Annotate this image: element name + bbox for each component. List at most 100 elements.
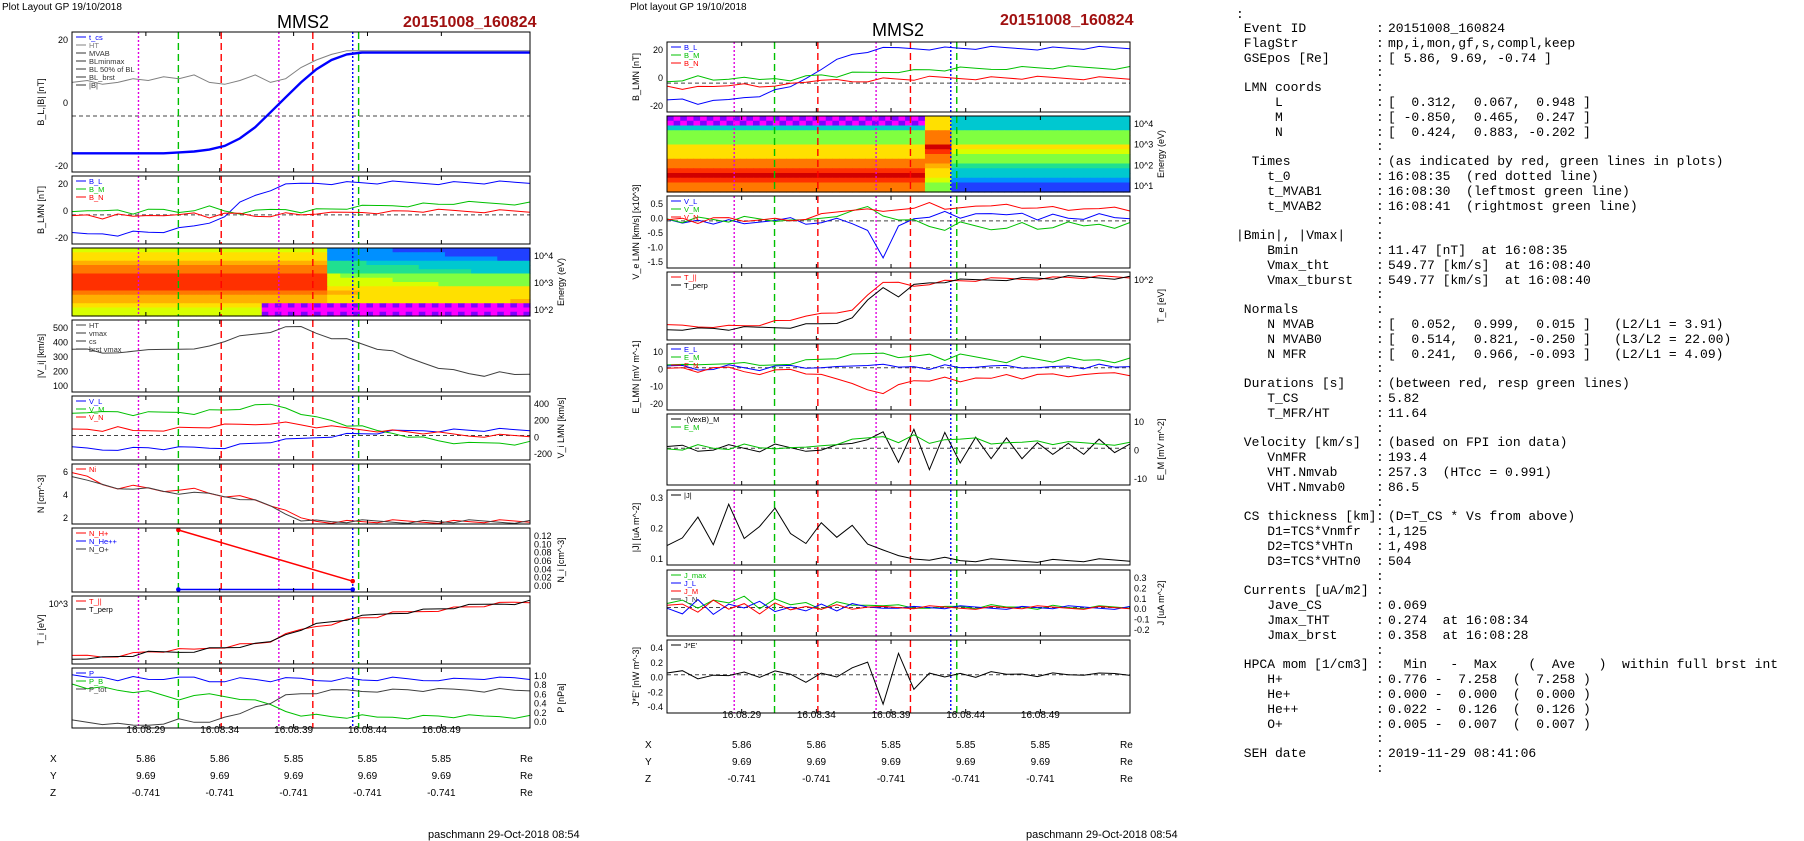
spectrogram-cell (931, 116, 939, 122)
spectrogram-cell (898, 130, 906, 136)
spectrogram-cell (405, 294, 413, 300)
spectrogram-cell (759, 116, 767, 122)
y-tick-label: 0 (1134, 446, 1139, 456)
spectrogram-cell (386, 307, 394, 313)
spectrogram-cell (944, 182, 953, 188)
spectrogram-cell (183, 260, 191, 266)
spectrogram-cell (752, 125, 761, 131)
ion-density-point (350, 578, 356, 584)
spectrogram-cell (852, 163, 860, 169)
spectrogram-cell (779, 154, 787, 160)
event-summary-panel: : Event ID:20151008_160824 FlagStr: mp,i,… (1236, 8, 1796, 788)
spectrogram-cell (183, 265, 191, 270)
spectrogram-cell (852, 135, 860, 141)
spectrogram-cell (359, 260, 368, 266)
spectrogram-cell (898, 135, 906, 141)
spectrogram-cell (189, 277, 197, 283)
spectrogram-cell (693, 139, 701, 146)
spectrogram-cell (516, 248, 525, 253)
series-line (666, 205, 1131, 231)
spectrogram-cell (1096, 182, 1105, 188)
summary-value: [ 0.241, 0.966, -0.093 ] (L2/L1 = 4.09) (1388, 346, 1724, 362)
spectrogram-cell (845, 149, 853, 155)
y-tick-label: 10^1 (1134, 181, 1153, 191)
spectrogram-cell (1070, 144, 1078, 150)
position-value: 5.85 (1031, 740, 1051, 751)
spectrogram-cell (431, 311, 439, 317)
spectrogram-cell (984, 120, 992, 127)
spectrogram-cell (1090, 177, 1098, 184)
spectrogram-cell (1037, 116, 1045, 122)
summary-value: (D=T_CS * Vs from above) (1388, 509, 1576, 525)
spectrogram-cell (523, 256, 531, 262)
spectrogram-cell (425, 260, 433, 266)
spectrogram-cell (451, 303, 459, 309)
spectrogram-cell (1004, 163, 1012, 169)
spectrogram-cell (255, 265, 263, 270)
spectrogram-cell (984, 177, 992, 184)
spectrogram-cell (918, 177, 926, 184)
series-line (666, 201, 1131, 225)
spectrogram-cell (706, 154, 714, 160)
spectrogram-cell (838, 139, 847, 146)
spectrogram-cell (157, 307, 165, 313)
left-spacecraft-title: MMS2 (277, 12, 329, 32)
y-tick-label: 0.1 (1134, 594, 1147, 604)
spectrogram-cell (85, 252, 93, 258)
spectrogram-cell (471, 290, 479, 296)
spectrogram-cell (248, 265, 256, 270)
spectrogram-cell (759, 187, 767, 193)
spectrogram-cell (918, 168, 926, 174)
spectrogram-cell (143, 269, 152, 275)
spectrogram-cell (209, 307, 217, 313)
spectrogram-cell (911, 177, 919, 184)
spectrogram-cell (222, 286, 230, 292)
spectrogram-cell (958, 116, 966, 122)
spectrogram-cell (235, 252, 243, 258)
spectrogram-cell (242, 256, 250, 262)
y-tick-label: 0.3 (1134, 573, 1147, 583)
spectrogram-cell (379, 265, 387, 270)
spectrogram-cell (997, 187, 1005, 193)
spectrogram-cell (977, 139, 986, 146)
spectrogram-cell (366, 282, 374, 287)
spectrogram-cell (1010, 158, 1019, 165)
spectrogram-cell (752, 163, 761, 169)
spectrogram-cell (405, 286, 413, 292)
spectrogram-cell (157, 248, 165, 253)
spectrogram-cell (477, 290, 485, 296)
summary-value: 11.64 (1388, 405, 1428, 421)
spectrogram-cell (346, 286, 354, 292)
spectrogram-cell (878, 120, 886, 127)
y-tick-label: 6 (63, 467, 68, 477)
spectrogram-cell (779, 116, 787, 122)
summary-colon: : (1376, 701, 1384, 717)
spectrogram-cell (891, 154, 900, 160)
spectrogram-cell (438, 311, 446, 317)
spectrogram-cell (1037, 144, 1045, 150)
y-axis-label: Energy (eV) (1156, 130, 1166, 178)
spectrogram-cell (98, 299, 106, 304)
spectrogram-cell (918, 125, 926, 131)
spectrogram-cell (320, 307, 328, 313)
spectrogram-cell (1096, 163, 1105, 169)
spectrogram-cell (242, 248, 250, 253)
spectrogram-cell (885, 149, 893, 155)
spectrogram-cell (176, 260, 184, 266)
spectrogram-cell (1123, 149, 1131, 155)
summary-colon: : (1376, 80, 1384, 96)
spectrogram-cell (693, 163, 701, 169)
spectrogram-cell (878, 139, 886, 146)
spectrogram-cell (451, 265, 459, 270)
spectrogram-cell (418, 256, 426, 262)
spectrogram-cell (458, 269, 466, 275)
spectrogram-cell (799, 177, 807, 184)
spectrogram-cell (261, 286, 269, 292)
spectrogram-cell (471, 273, 479, 279)
spectrogram-cell (255, 260, 263, 266)
spectrogram-cell (1044, 173, 1052, 179)
summary-colon: : (1376, 243, 1384, 258)
spectrogram-cell (150, 273, 158, 279)
spectrogram-cell (812, 154, 820, 160)
spectrogram-cell (516, 290, 525, 296)
